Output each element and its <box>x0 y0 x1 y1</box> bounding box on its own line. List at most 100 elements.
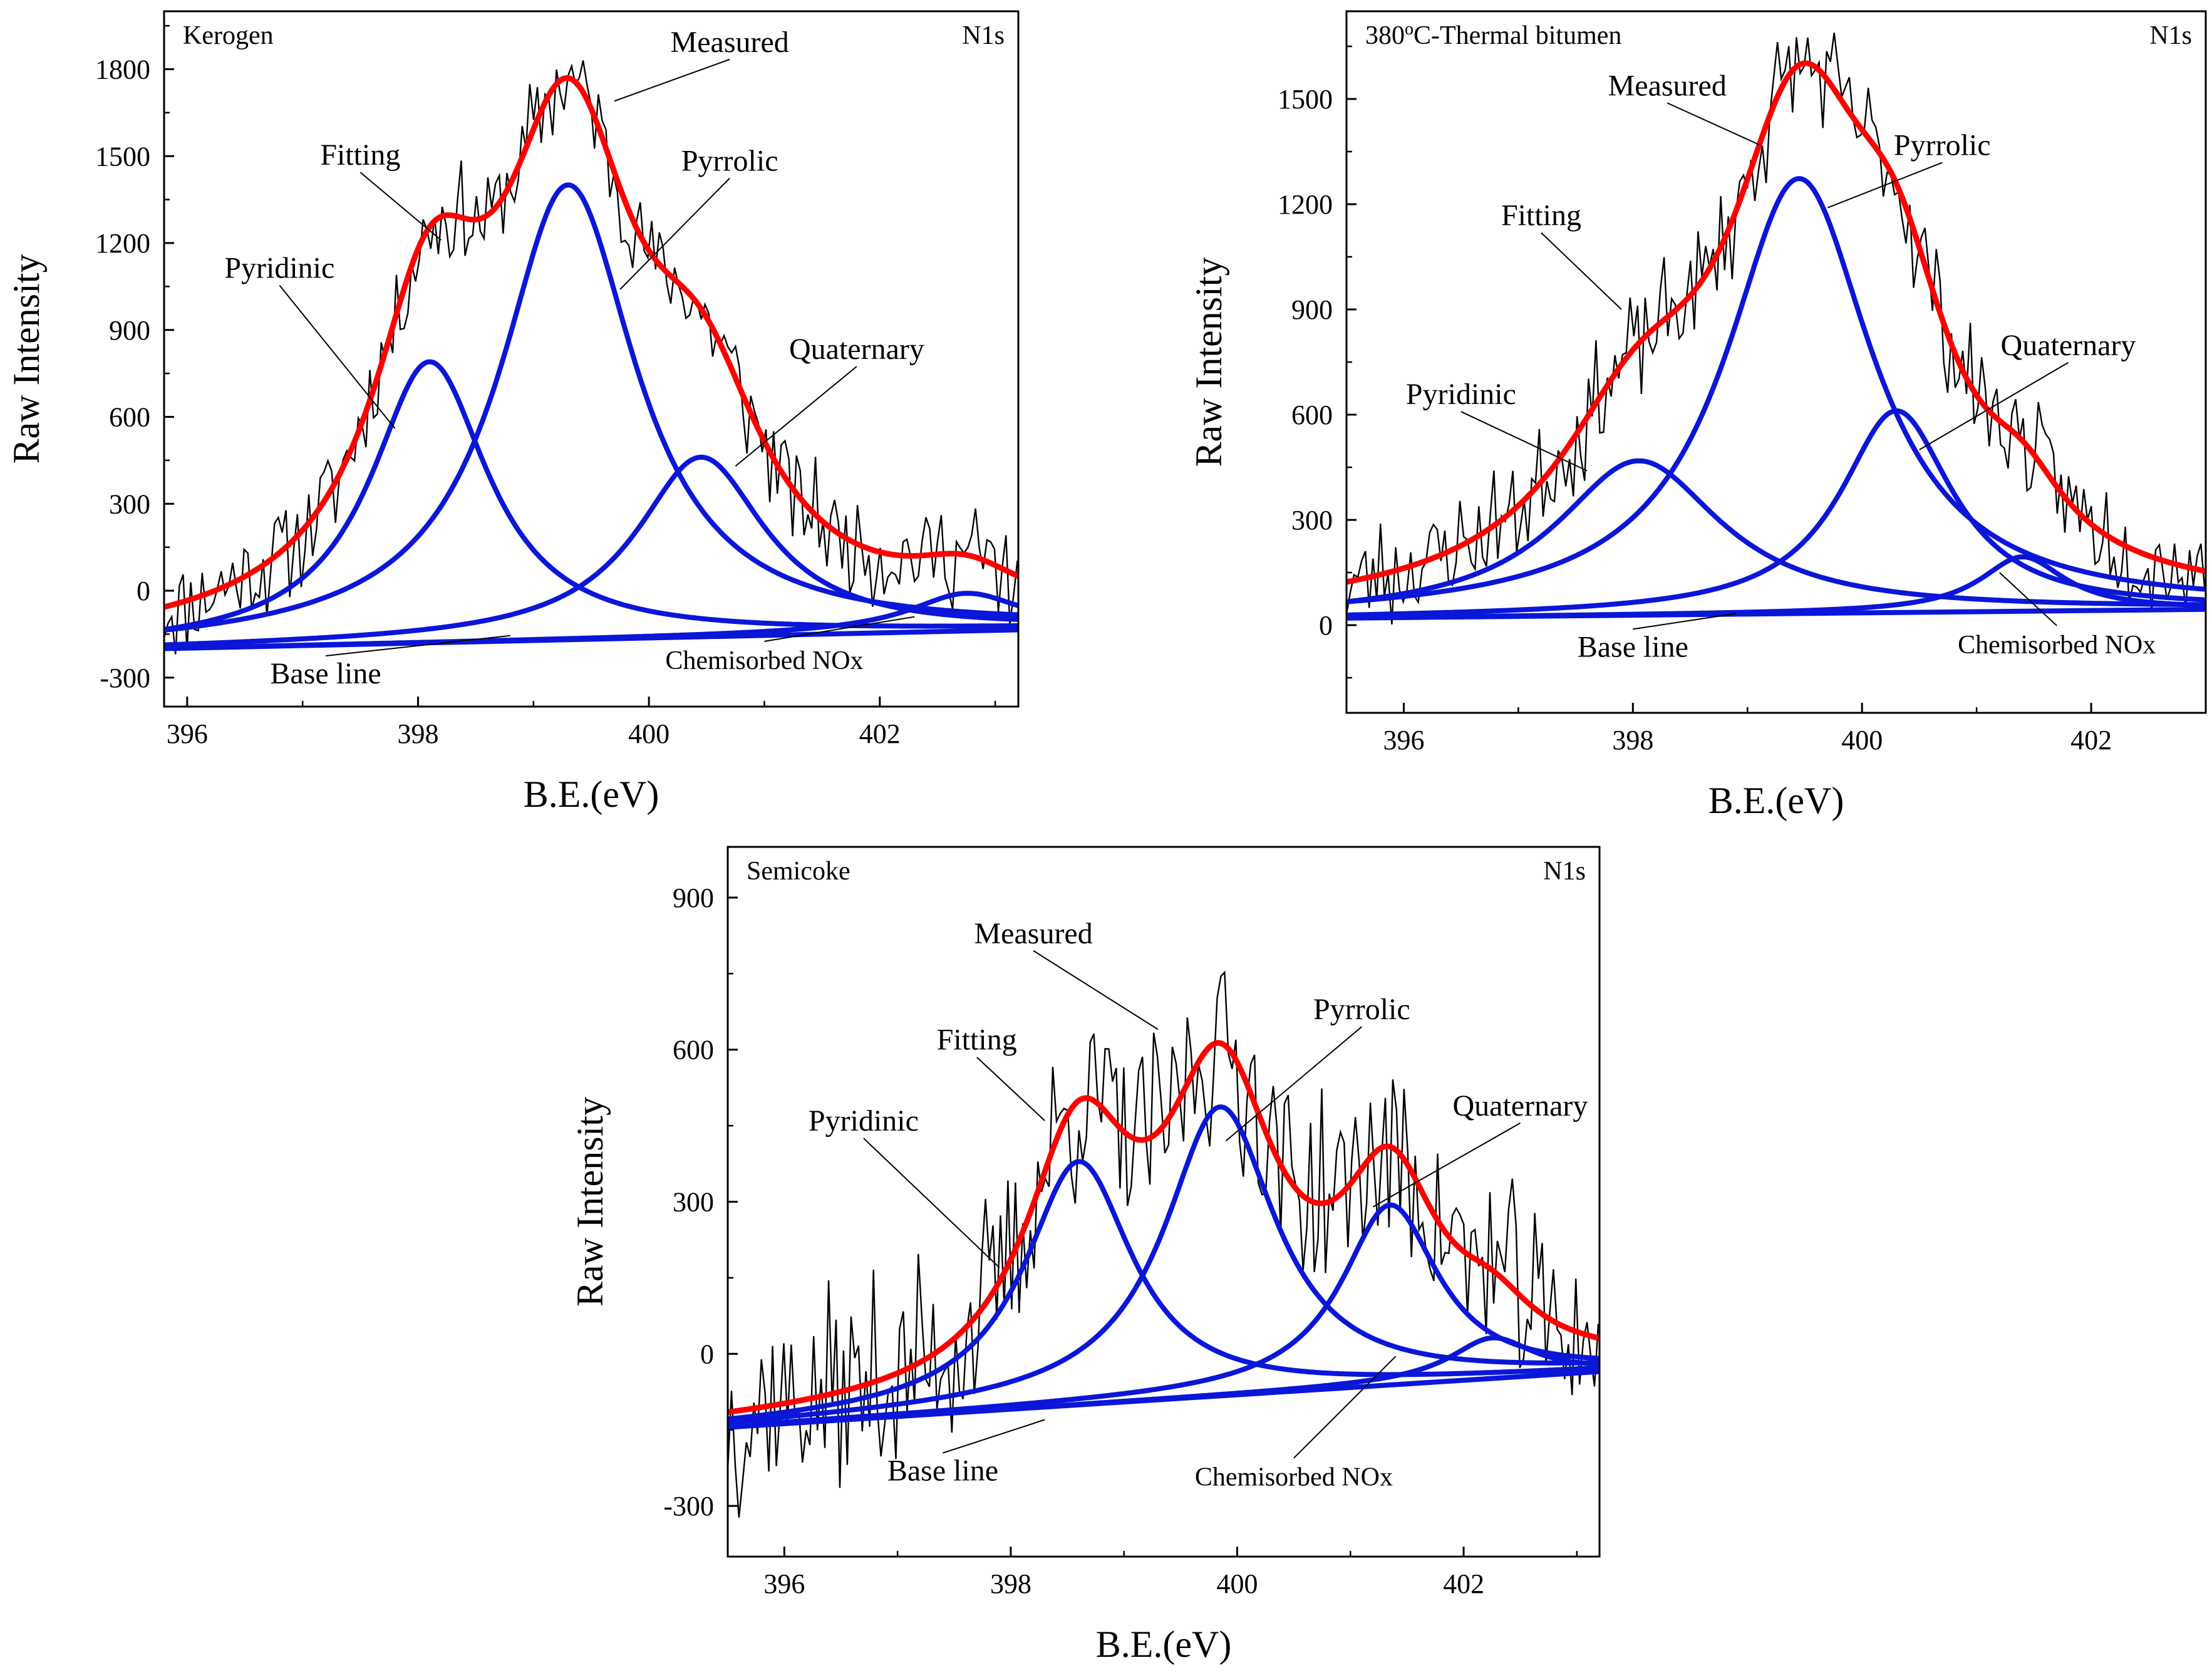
x-tick-label: 398 <box>990 1569 1031 1599</box>
peak-pyridinic <box>728 1159 1600 1422</box>
annotation-leader <box>1033 950 1159 1030</box>
fitting-line <box>1346 60 2206 585</box>
panel-kerogen-ann-base-line: Base line <box>270 657 381 690</box>
plot-frame <box>163 10 1020 708</box>
panel-kerogen-plot: 396 398 400 402 -300 0 300 600 900 1200 1500 1800 <box>95 10 1020 749</box>
fitting-line <box>728 1040 1600 1415</box>
panel-kerogen: 396 398 400 402 -300 0 300 600 900 1200 1500 1800 K… <box>6 10 1020 815</box>
peak-quaternary <box>164 454 1018 648</box>
annotation-leader <box>1541 232 1622 310</box>
panel-semicoke-ann-quaternary: Quaternary <box>1453 1089 1588 1123</box>
y-tick-label: 1500 <box>1278 84 1333 115</box>
panel-semicoke-ann-chemisorbed-nox: Chemisorbed NOx <box>1195 1463 1393 1492</box>
y-tick-label: 900 <box>673 883 714 913</box>
panel-semicoke-x-axis-label: B.E.(eV) <box>1096 1624 1232 1665</box>
panel-semicoke-y-axis-label: Raw Intensity <box>569 1097 611 1307</box>
peak-pyrrolic <box>1346 176 2206 604</box>
y-tick-label: 900 <box>1291 294 1333 325</box>
y-tick-label: -300 <box>663 1491 714 1522</box>
panel-thermal-bitumen-spectrum-label: N1s <box>2149 21 2192 50</box>
y-tick-label: 600 <box>673 1035 714 1066</box>
panel-thermal-bitumen: 396 398 400 402 0 300 600 900 1200 1500 380oC-The… <box>1188 10 2207 821</box>
peak-chemisorbed-nox <box>1346 554 2206 621</box>
y-tick-label: 0 <box>700 1339 714 1369</box>
plot-frame <box>1345 10 2207 714</box>
x-tick-label: 402 <box>2070 725 2112 755</box>
annotation-leader <box>1460 411 1588 472</box>
annotation-leader <box>359 172 442 241</box>
annotation-leader <box>1372 1123 1521 1208</box>
annotation-leader <box>863 1138 1000 1268</box>
title-part: 380 <box>1365 21 1405 50</box>
peak-pyrrolic <box>728 1104 1600 1424</box>
panel-thermal-bitumen-curves <box>1346 33 2206 625</box>
panel-thermal-bitumen-x-axis-label: B.E.(eV) <box>1708 780 1844 821</box>
y-tick-label: 900 <box>109 315 150 346</box>
x-tick-label: 402 <box>1443 1569 1484 1599</box>
panel-semicoke-ann-base-line: Base line <box>887 1454 998 1488</box>
panel-thermal-bitumen-ann-fitting: Fitting <box>1501 199 1581 232</box>
panel-thermal-bitumen-title: 380oC-Thermal bitumen <box>1365 19 1621 51</box>
peak-quaternary <box>1346 408 2206 618</box>
panel-semicoke-ann-measured: Measured <box>974 917 1092 950</box>
annotation-leader <box>764 616 915 642</box>
annotation-leader <box>1999 572 2057 626</box>
y-tick-label: 1500 <box>95 141 150 172</box>
panel-kerogen-ann-fitting: Fitting <box>320 138 400 172</box>
x-tick-label: 396 <box>1383 725 1424 755</box>
peak-pyridinic <box>1346 458 2206 608</box>
y-tick-label: 300 <box>1291 505 1333 536</box>
x-tick-label: 400 <box>628 718 669 749</box>
fitting-line <box>164 75 1018 610</box>
annotation-leader <box>1919 361 2069 450</box>
panel-semicoke-ann-pyrrolic: Pyrrolic <box>1313 993 1410 1026</box>
peak-chemisorbed-nox <box>164 591 1018 651</box>
peak-chemisorbed-nox <box>728 1335 1600 1430</box>
panel-thermal-bitumen-plot: 396 398 400 402 0 300 600 900 1200 1500 <box>1278 10 2207 755</box>
panel-thermal-bitumen-y-axis-label: Raw Intensity <box>1188 257 1229 467</box>
y-tick-label: -300 <box>100 663 150 693</box>
y-tick-label: 600 <box>109 402 150 433</box>
annotation-leader <box>943 1419 1045 1454</box>
measured-line <box>728 970 1600 1518</box>
y-tick-label: 600 <box>1291 400 1333 430</box>
annotation-leader <box>1293 1356 1397 1459</box>
panel-kerogen-curves <box>164 60 1018 655</box>
panel-semicoke-ann-fitting: Fitting <box>937 1024 1017 1057</box>
x-tick-label: 396 <box>167 718 208 749</box>
y-tick-label: 1200 <box>95 228 150 259</box>
panel-thermal-bitumen-ann-base-line: Base line <box>1578 630 1688 663</box>
y-tick-label: 300 <box>673 1187 714 1218</box>
y-tick-label: 1200 <box>1278 189 1333 220</box>
panel-kerogen-title: Kerogen <box>183 21 274 50</box>
annotation-leader <box>614 58 730 102</box>
panel-semicoke-curves <box>728 970 1600 1518</box>
panel-thermal-bitumen-ann-pyrrolic: Pyrrolic <box>1894 129 1991 162</box>
plot-frame <box>726 846 1601 1558</box>
peak-quaternary <box>728 1202 1600 1429</box>
y-tick-label: 1800 <box>95 54 150 85</box>
x-tick-label: 396 <box>763 1569 805 1599</box>
panel-kerogen-y-axis-label: Raw Intensity <box>6 254 47 464</box>
panel-thermal-bitumen-ann-chemisorbed-nox: Chemisorbed NOx <box>1958 631 2156 660</box>
annotation-leader <box>976 1056 1045 1121</box>
measured-line <box>1346 33 2206 625</box>
annotation-leader <box>1827 162 1943 209</box>
panel-kerogen-ann-measured: Measured <box>671 26 789 59</box>
annotation-leader <box>619 177 730 290</box>
x-tick-label: 400 <box>1841 725 1883 755</box>
annotation-leader <box>735 366 857 467</box>
panel-semicoke-spectrum-label: N1s <box>1543 857 1586 886</box>
panel-kerogen-ann-quaternary: Quaternary <box>789 333 924 366</box>
y-tick-label: 0 <box>1319 610 1333 641</box>
annotation-leader <box>1633 613 1737 630</box>
x-tick-label: 398 <box>398 718 439 749</box>
panel-kerogen-x-axis-label: B.E.(eV) <box>524 774 659 815</box>
panel-thermal-bitumen-ann-measured: Measured <box>1608 69 1727 102</box>
annotation-leader <box>279 284 396 429</box>
x-tick-label: 402 <box>859 718 901 749</box>
panel-kerogen-ann-chemisorbed-nox: Chemisorbed NOx <box>665 646 863 675</box>
